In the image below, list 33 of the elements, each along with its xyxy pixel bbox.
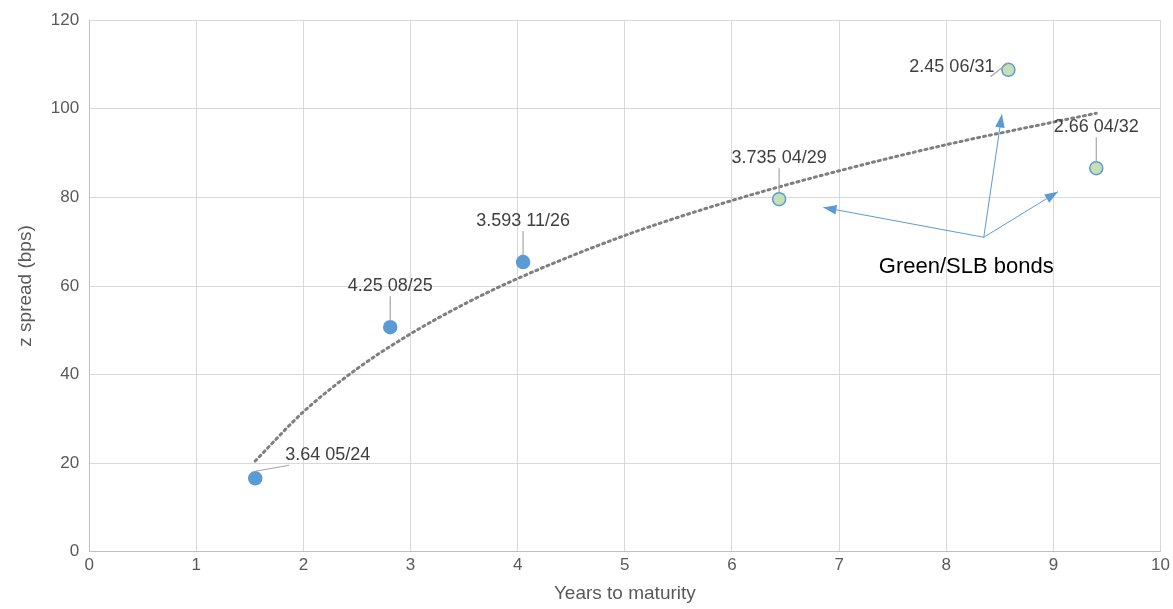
- point: [771, 191, 787, 207]
- y-tick-label: 80: [60, 187, 80, 207]
- annotation: 3.735 04/29: [731, 147, 827, 168]
- annotation: 4.25 08/25: [347, 275, 433, 296]
- x-tick-label: 0: [84, 554, 94, 574]
- x-tick-label: 2: [298, 554, 309, 574]
- y-tick-label: 20: [60, 452, 80, 472]
- annotation: 2.45 06/31: [909, 55, 995, 76]
- x-tick-label: 5: [620, 554, 630, 574]
- x-tick-label: 3: [405, 554, 416, 574]
- x-tick-label: 1: [191, 554, 202, 574]
- y-tick-label: 60: [60, 275, 80, 295]
- y-tick-label: 100: [50, 98, 80, 118]
- y-axis-title: z spread (bps): [13, 225, 35, 347]
- y-tick-label: 0: [69, 541, 80, 561]
- annotation: 2.66 04/32: [1053, 116, 1139, 137]
- point: [515, 254, 531, 270]
- y-tick-label: 120: [50, 9, 80, 29]
- point: [1089, 160, 1104, 176]
- point: [1001, 62, 1016, 78]
- y-tick-label: 40: [60, 364, 80, 384]
- annotation: Green/SLB bonds: [878, 253, 1054, 279]
- x-tick-label: 6: [727, 554, 737, 574]
- annotation: 3.64 05/24: [285, 444, 371, 465]
- annotation: 3.593 11/26: [476, 210, 570, 231]
- x-tick-label: 8: [941, 554, 951, 574]
- x-axis-title: Years to maturity: [553, 581, 697, 603]
- point: [382, 319, 398, 335]
- x-tick-label: 7: [834, 554, 844, 574]
- x-tick-label: 10: [1151, 554, 1171, 574]
- x-tick-label: 4: [512, 554, 523, 574]
- point: [247, 471, 263, 486]
- x-tick-label: 9: [1048, 554, 1059, 574]
